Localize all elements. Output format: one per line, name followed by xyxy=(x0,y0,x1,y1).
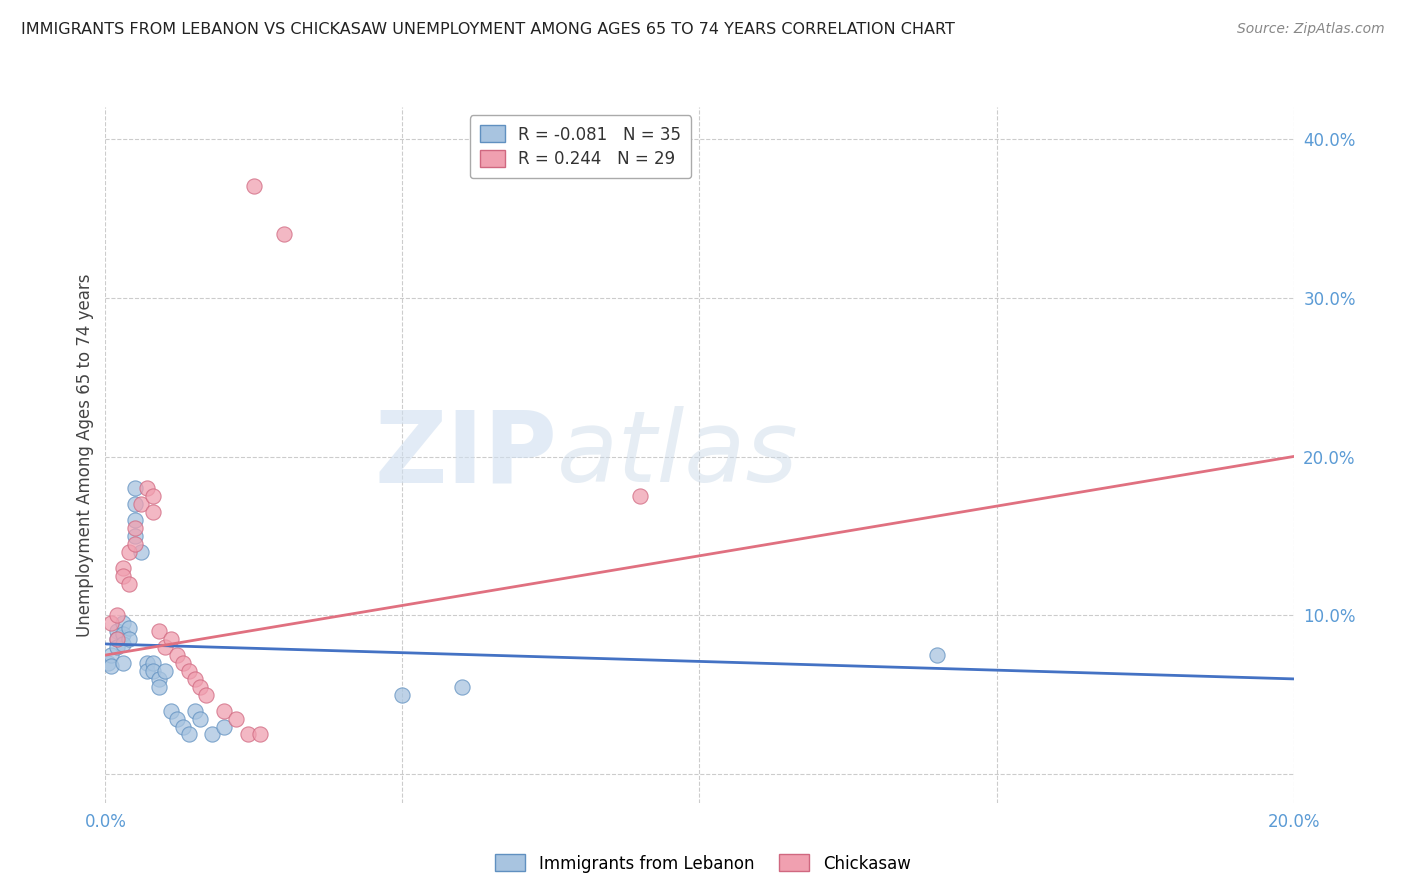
Point xyxy=(97,656,120,670)
Point xyxy=(136,664,159,678)
Point xyxy=(124,529,146,543)
Point xyxy=(142,489,165,503)
Point xyxy=(142,656,165,670)
Point xyxy=(148,624,170,639)
Point xyxy=(124,521,146,535)
Point xyxy=(100,659,122,673)
Point xyxy=(450,680,472,694)
Point xyxy=(112,616,135,631)
Point xyxy=(166,712,188,726)
Point xyxy=(105,632,128,647)
Point xyxy=(142,505,165,519)
Point xyxy=(153,664,176,678)
Point xyxy=(225,712,247,726)
Point xyxy=(148,672,170,686)
Legend: R = -0.081   N = 35, R = 0.244   N = 29: R = -0.081 N = 35, R = 0.244 N = 29 xyxy=(470,115,692,178)
Point xyxy=(183,704,205,718)
Point xyxy=(159,704,181,718)
Point xyxy=(105,632,128,647)
Text: IMMIGRANTS FROM LEBANON VS CHICKASAW UNEMPLOYMENT AMONG AGES 65 TO 74 YEARS CORR: IMMIGRANTS FROM LEBANON VS CHICKASAW UNE… xyxy=(21,22,955,37)
Point xyxy=(183,672,205,686)
Point xyxy=(172,720,194,734)
Point xyxy=(243,179,266,194)
Point xyxy=(100,616,122,631)
Point xyxy=(105,624,128,639)
Point xyxy=(112,637,135,651)
Point xyxy=(124,537,146,551)
Point xyxy=(100,648,122,662)
Point xyxy=(112,627,135,641)
Point xyxy=(153,640,176,654)
Point xyxy=(273,227,295,241)
Point xyxy=(177,727,200,741)
Point xyxy=(136,656,159,670)
Y-axis label: Unemployment Among Ages 65 to 74 years: Unemployment Among Ages 65 to 74 years xyxy=(76,273,94,637)
Point xyxy=(927,648,949,662)
Point xyxy=(118,576,141,591)
Point xyxy=(105,608,128,623)
Point xyxy=(112,560,135,574)
Point xyxy=(166,648,188,662)
Point xyxy=(159,632,181,647)
Text: ZIP: ZIP xyxy=(374,407,557,503)
Text: Source: ZipAtlas.com: Source: ZipAtlas.com xyxy=(1237,22,1385,37)
Point xyxy=(249,727,271,741)
Point xyxy=(118,632,141,647)
Point xyxy=(105,640,128,654)
Point xyxy=(214,704,236,718)
Point xyxy=(201,727,224,741)
Point xyxy=(148,680,170,694)
Point xyxy=(118,621,141,635)
Legend: Immigrants from Lebanon, Chickasaw: Immigrants from Lebanon, Chickasaw xyxy=(489,847,917,880)
Point xyxy=(214,720,236,734)
Point xyxy=(177,664,200,678)
Point xyxy=(129,545,152,559)
Text: atlas: atlas xyxy=(557,407,799,503)
Point xyxy=(112,568,135,582)
Point xyxy=(195,688,218,702)
Point xyxy=(142,664,165,678)
Point xyxy=(124,513,146,527)
Point xyxy=(124,481,146,495)
Point xyxy=(172,656,194,670)
Point xyxy=(118,545,141,559)
Point xyxy=(190,712,212,726)
Point xyxy=(124,497,146,511)
Point xyxy=(190,680,212,694)
Point xyxy=(136,481,159,495)
Point xyxy=(112,656,135,670)
Point xyxy=(129,497,152,511)
Point xyxy=(628,489,651,503)
Point xyxy=(236,727,259,741)
Point xyxy=(391,688,413,702)
